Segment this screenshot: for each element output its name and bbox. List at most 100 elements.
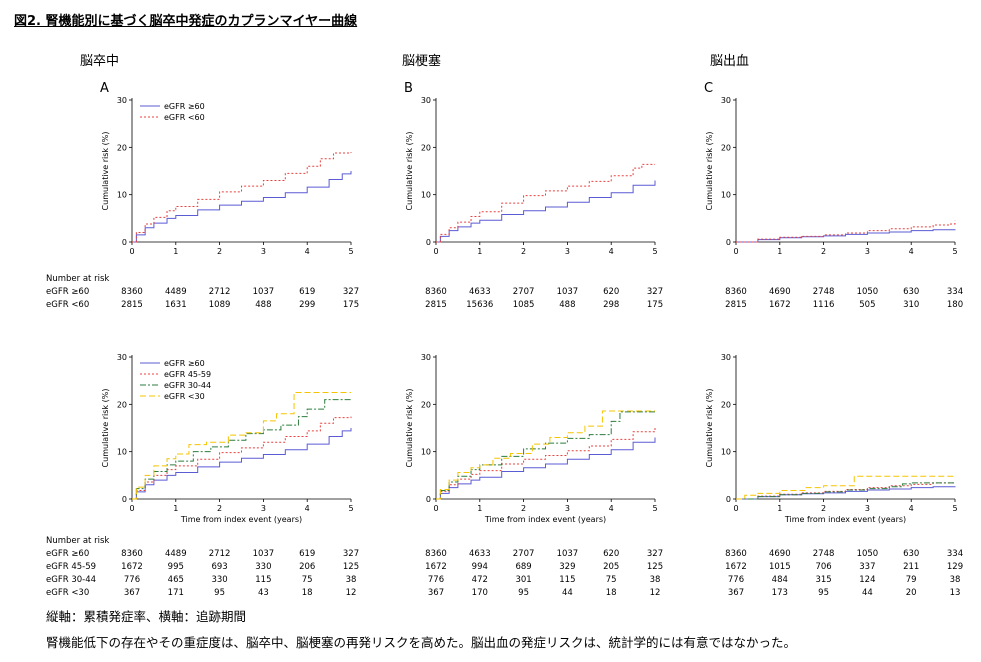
risk-value: 776: [123, 575, 141, 585]
x-tick-label: 5: [348, 504, 353, 513]
x-tick-label: 1: [777, 504, 782, 513]
risk-value: 1050: [856, 287, 879, 297]
risk-value: 8360: [121, 549, 143, 559]
x-tick-label: 1: [477, 504, 482, 513]
y-tick-label: 30: [721, 353, 731, 362]
risk-value: 2712: [208, 287, 231, 297]
risk-value: 38: [649, 575, 661, 585]
x-tick-label: 2: [521, 504, 526, 513]
y-tick-label: 0: [426, 495, 431, 504]
y-tick-label: 30: [421, 96, 431, 105]
x-tick-label: 1: [173, 247, 178, 256]
risk-value: 125: [646, 562, 664, 572]
risk-value: 129: [946, 562, 964, 572]
x-tick-label: 0: [129, 504, 134, 513]
risk-value: 95: [818, 588, 829, 598]
series-line-3: [436, 410, 655, 500]
risk-value: 124: [859, 575, 876, 585]
risk-value: 1037: [252, 287, 275, 297]
risk-value: 79: [905, 575, 917, 585]
y-axis-label: Cumulative risk (%): [101, 132, 110, 211]
x-tick-label: 3: [865, 504, 870, 513]
risk-value: 115: [559, 575, 576, 585]
risk-value: 2748: [812, 287, 835, 297]
risk-value: 689: [515, 562, 532, 572]
x-tick-label: 0: [733, 247, 738, 256]
panel-letter: B: [404, 81, 413, 96]
x-tick-label: 3: [565, 247, 570, 256]
risk-row-label: eGFR 45-59: [46, 562, 97, 572]
y-tick-label: 20: [721, 400, 731, 409]
x-tick-label: 4: [609, 504, 614, 513]
risk-value: 327: [646, 549, 664, 559]
x-tick-label: 5: [652, 247, 657, 256]
risk-value: 8360: [121, 287, 143, 297]
risk-value: 38: [345, 575, 357, 585]
series-line-3: [132, 392, 351, 500]
risk-value: 1672: [121, 562, 143, 572]
risk-value: 2815: [121, 300, 143, 310]
risk-value: 115: [255, 575, 272, 585]
y-tick-label: 20: [117, 143, 127, 152]
risk-value: 15636: [466, 300, 494, 310]
risk-table-heading-top: Number at risk: [46, 274, 110, 284]
risk-value: 298: [603, 300, 620, 310]
series-line-3: [736, 475, 955, 500]
x-tick-label: 0: [733, 504, 738, 513]
y-tick-label: 0: [726, 238, 731, 247]
x-tick-label: 2: [217, 247, 222, 256]
x-axis-label: Time from index event (years): [784, 515, 906, 524]
risk-value: 488: [255, 300, 272, 310]
x-tick-label: 3: [565, 504, 570, 513]
y-tick-label: 20: [421, 400, 431, 409]
x-tick-label: 4: [909, 247, 914, 256]
risk-value: 4690: [768, 287, 791, 297]
chart-panel-bottom-a: 0 10 20 30 0 1 2 3 4 5 Cumulative risk (%) Time fro…: [92, 335, 372, 535]
risk-value: 367: [123, 588, 141, 598]
y-tick-label: 20: [421, 143, 431, 152]
series-line-0: [436, 437, 656, 500]
y-tick-label: 30: [721, 96, 731, 105]
risk-value: 330: [211, 575, 228, 585]
risk-value: 180: [946, 300, 964, 310]
risk-value: 315: [815, 575, 832, 585]
risk-value: 329: [559, 562, 576, 572]
risk-row-label: eGFR <60: [46, 300, 90, 310]
y-tick-label: 10: [421, 448, 431, 457]
series-line-1: [132, 152, 352, 243]
risk-value: 1085: [512, 300, 535, 310]
risk-value: 8360: [725, 549, 747, 559]
y-axis-label: Cumulative risk (%): [405, 389, 414, 468]
risk-value: 1050: [856, 549, 879, 559]
risk-value: 2707: [512, 549, 535, 559]
risk-value: 1015: [768, 562, 791, 572]
risk-value: 95: [518, 588, 529, 598]
risk-value: 505: [859, 300, 876, 310]
y-tick-label: 30: [117, 353, 127, 362]
panel-letter: C: [704, 81, 713, 96]
risk-value: 465: [167, 575, 184, 585]
risk-row-label: eGFR 30-44: [46, 575, 97, 585]
risk-value: 125: [342, 562, 360, 572]
risk-value: 472: [471, 575, 488, 585]
x-tick-label: 4: [909, 504, 914, 513]
risk-value: 630: [903, 287, 920, 297]
risk-row-label: eGFR ≥60: [46, 287, 90, 297]
x-axis-label: Time from index event (years): [484, 515, 606, 524]
risk-value: 4489: [164, 549, 187, 559]
risk-value: 18: [301, 588, 313, 598]
risk-row-label: eGFR ≥60: [46, 549, 90, 559]
legend-label: eGFR 30-44: [164, 381, 211, 390]
risk-value: 706: [815, 562, 832, 572]
x-tick-label: 3: [261, 504, 266, 513]
risk-value: 2748: [812, 549, 835, 559]
y-tick-label: 10: [117, 448, 127, 457]
chart-panel-bottom-b: 0 10 20 30 0 1 2 3 4 5 Cumulative risk (%) Time fro…: [396, 335, 676, 535]
risk-row-label: eGFR <30: [46, 588, 90, 598]
legend-label: eGFR ≥60: [164, 359, 205, 368]
risk-value: 334: [946, 287, 964, 297]
y-tick-label: 0: [122, 495, 127, 504]
y-axis-label: Cumulative risk (%): [101, 389, 110, 468]
risk-value: 4633: [468, 287, 491, 297]
x-tick-label: 1: [477, 247, 482, 256]
